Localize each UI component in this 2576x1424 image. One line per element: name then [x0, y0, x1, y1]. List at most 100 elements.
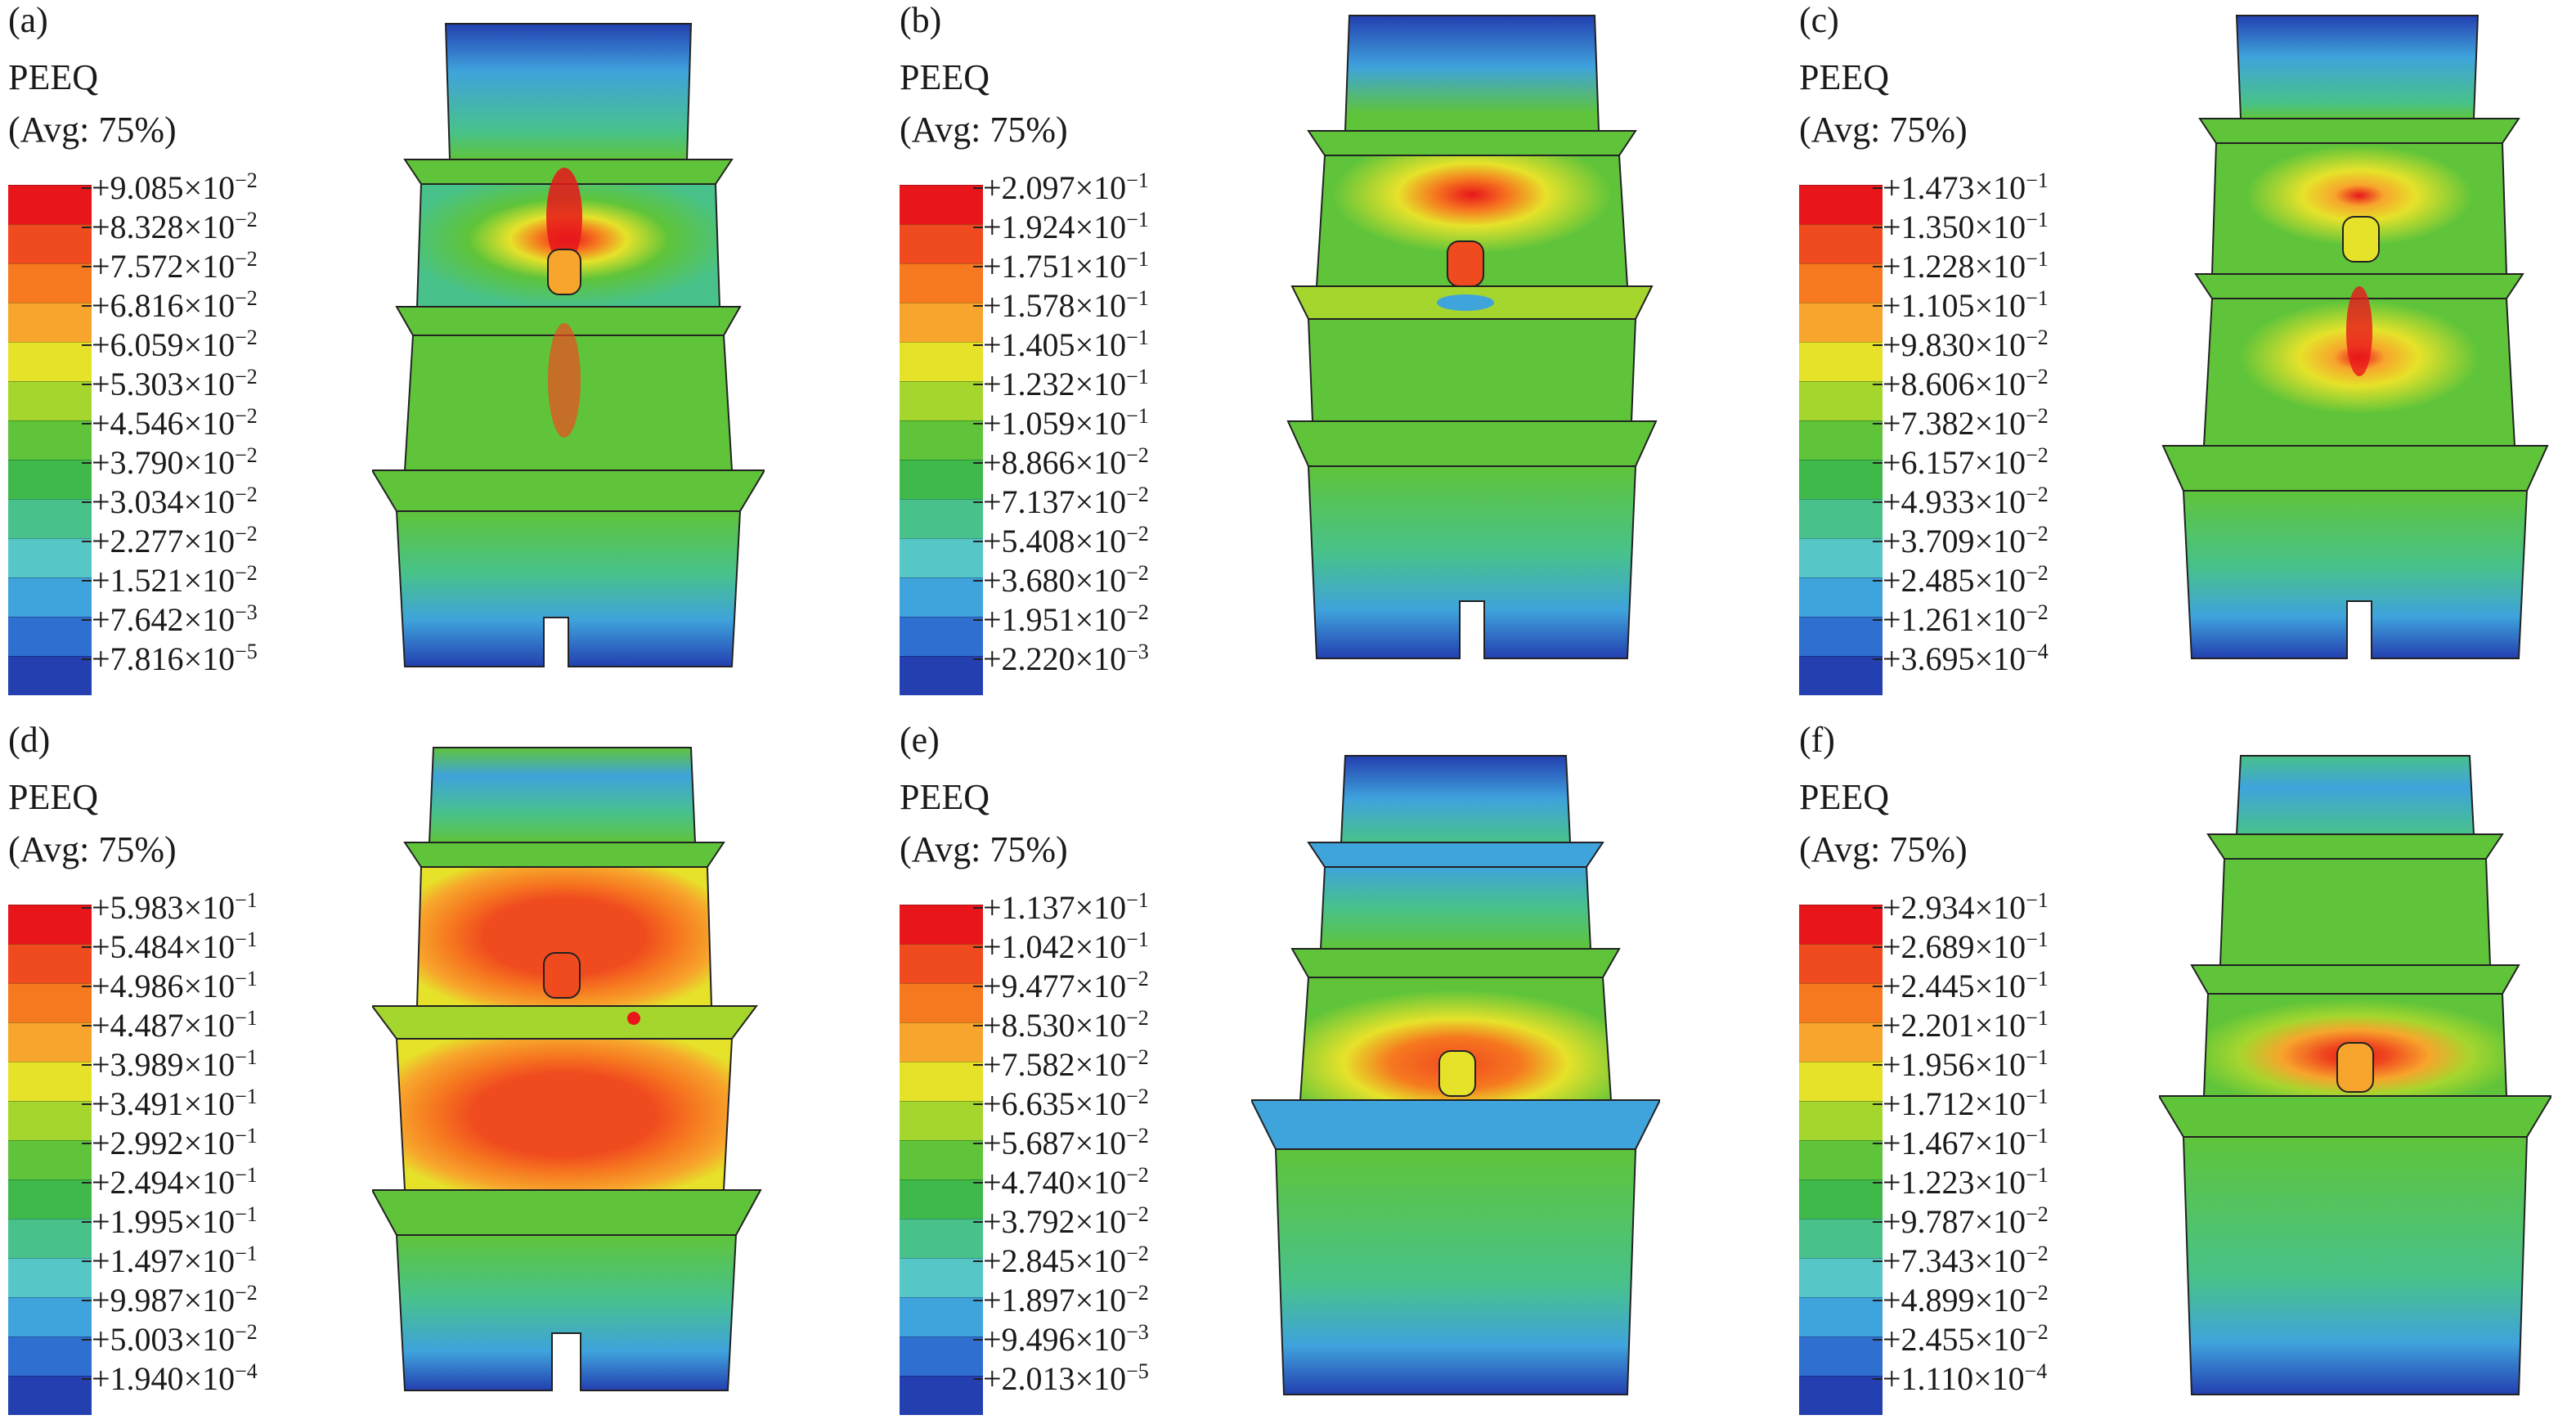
colorbar-swatch	[900, 263, 983, 303]
tick-exponent: −1	[2026, 928, 2049, 951]
colorbar-swatch	[900, 1022, 983, 1062]
tick-exponent: −1	[1126, 326, 1149, 349]
tick-exponent: −2	[235, 1320, 258, 1344]
tick-times-ten: ×10	[1974, 640, 2026, 677]
colorbar-swatch	[1799, 1336, 1883, 1376]
colorbar-swatch	[8, 263, 92, 303]
tick-times-ten: ×10	[183, 1125, 236, 1161]
colorbar-tick-label: +3.491×10−1	[82, 1085, 258, 1122]
colorbar-tick-label: +1.350×10−1	[1873, 209, 2049, 244]
tick-times-ten: ×10	[183, 287, 236, 324]
colorbar	[1799, 905, 1883, 1415]
colorbar-tick-label: +7.382×10−2	[1873, 405, 2049, 442]
tick-exponent: −2	[1126, 561, 1149, 585]
tick-times-ten: ×10	[1974, 1242, 2026, 1279]
colorbar-tick-label: +1.137×10−1	[973, 890, 1149, 924]
colorbar-swatch	[900, 656, 983, 695]
tick-mantissa: +5.484	[92, 928, 184, 965]
tick-mantissa: +1.521	[92, 562, 184, 599]
tick-exponent: −1	[235, 1045, 258, 1069]
tick-mantissa: +7.382	[1883, 405, 1975, 442]
tick-mantissa: +2.689	[1883, 928, 1975, 965]
tick-mantissa: +7.572	[92, 248, 184, 285]
legend-subtitle: (Avg: 75%)	[8, 829, 177, 869]
colorbar-swatch	[900, 905, 983, 944]
tick-mantissa: +1.940	[92, 1360, 184, 1397]
tick-mantissa: +2.201	[1883, 1007, 1975, 1044]
colorbar-tick-label: +2.097×10−1	[973, 169, 1149, 206]
tick-times-ten: ×10	[1075, 169, 1127, 206]
tick-exponent: −2	[1126, 1163, 1149, 1187]
colorbar-tick-label: +3.792×10−2	[973, 1204, 1149, 1238]
colorbar-tick-label: +8.606×10−2	[1873, 366, 2049, 401]
tick-exponent: −2	[2026, 443, 2049, 467]
tick-mantissa: +3.491	[92, 1085, 184, 1122]
tick-times-ten: ×10	[183, 889, 236, 926]
colorbar-tick-label: +1.940×10−4	[82, 1360, 258, 1397]
tick-times-ten: ×10	[183, 1321, 236, 1358]
tick-exponent: −2	[2026, 600, 2049, 624]
tick-mantissa: +3.989	[92, 1046, 184, 1083]
colorbar-tick-label: +1.473×10−1	[1873, 169, 2049, 206]
tick-times-ten: ×10	[1075, 248, 1127, 285]
colorbar-tick-label: +9.830×10−2	[1873, 327, 2049, 362]
tick-mantissa: +1.497	[92, 1242, 184, 1279]
fea-model	[1286, 15, 1658, 659]
colorbar-tick-label: +7.343×10−2	[1873, 1242, 2049, 1279]
tick-mantissa: +9.477	[983, 968, 1075, 1004]
colorbar-swatch	[1799, 538, 1883, 577]
tick-mantissa: +9.987	[92, 1282, 184, 1318]
colorbar-tick-label: +2.494×10−1	[82, 1165, 258, 1199]
colorbar-swatch	[8, 224, 92, 263]
tick-exponent: −1	[235, 1006, 258, 1030]
tick-exponent: −2	[2026, 1281, 2049, 1305]
colorbar-tick-label: +5.408×10−2	[973, 523, 1149, 558]
tick-times-ten: ×10	[183, 366, 236, 402]
colorbar-swatch	[900, 1062, 983, 1101]
tick-exponent: −2	[235, 443, 258, 467]
colorbar-swatch	[1799, 1062, 1883, 1101]
tick-exponent: −2	[235, 404, 258, 428]
tick-mantissa: +5.003	[92, 1321, 184, 1358]
tick-mantissa: +5.983	[92, 889, 184, 926]
tick-mantissa: +6.059	[92, 326, 184, 363]
colorbar-swatch	[900, 224, 983, 263]
colorbar-tick-label: +5.484×10−1	[82, 928, 258, 965]
legend-title: PEEQ	[1799, 57, 1889, 97]
tick-times-ten: ×10	[183, 1007, 236, 1044]
tick-exponent: −2	[1126, 483, 1149, 506]
tick-times-ten: ×10	[183, 1203, 236, 1240]
tick-times-ten: ×10	[1075, 209, 1127, 245]
tick-mantissa: +2.097	[983, 169, 1075, 206]
tick-mantissa: +3.695	[1883, 640, 1975, 677]
colorbar-swatch	[1799, 460, 1883, 499]
tick-times-ten: ×10	[1974, 601, 2026, 638]
colorbar	[8, 905, 92, 1415]
tick-times-ten: ×10	[183, 1242, 236, 1279]
tick-times-ten: ×10	[1075, 366, 1127, 402]
tick-times-ten: ×10	[1075, 1164, 1127, 1201]
tick-mantissa: +1.105	[1883, 287, 1975, 324]
tick-times-ten: ×10	[183, 1085, 236, 1122]
colorbar-tick-label: +1.059×10−1	[973, 406, 1149, 440]
colorbar-tick-label: +2.992×10−1	[82, 1125, 258, 1161]
tick-exponent: −1	[2026, 1045, 2049, 1069]
colorbar-swatch	[8, 1297, 92, 1336]
tick-exponent: −1	[2026, 1124, 2049, 1148]
colorbar-tick-label: +5.983×10−1	[82, 889, 258, 926]
tick-times-ten: ×10	[1974, 248, 2026, 285]
tick-exponent: −2	[235, 522, 258, 546]
panel-label: (e)	[900, 720, 940, 760]
tick-exponent: −1	[235, 928, 258, 951]
colorbar-swatch	[8, 617, 92, 656]
colorbar-tick-label: +1.951×10−2	[973, 602, 1149, 636]
colorbar-swatch	[8, 538, 92, 577]
colorbar-swatch	[8, 381, 92, 420]
colorbar-swatch	[8, 460, 92, 499]
tick-mantissa: +4.986	[92, 968, 184, 1004]
tick-times-ten: ×10	[1974, 169, 2026, 206]
tick-exponent: −2	[235, 208, 258, 231]
colorbar-swatch	[8, 1062, 92, 1101]
colorbar-tick-label: +6.059×10−2	[82, 326, 258, 363]
tick-exponent: −1	[2026, 168, 2049, 192]
